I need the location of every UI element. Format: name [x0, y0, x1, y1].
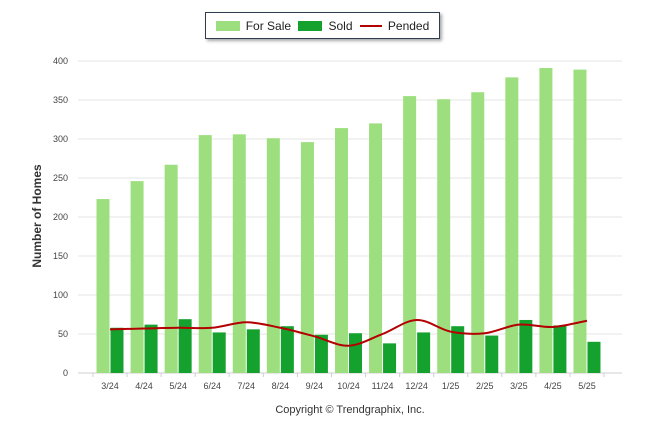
y-tick-label-400: 400: [53, 56, 68, 66]
x-tick-label-8/24: 8/24: [272, 381, 290, 391]
pended-point-3/25[interactable]: [516, 322, 522, 328]
bar-for-sale-1/25[interactable]: [437, 99, 451, 373]
bar-sold-11/24[interactable]: [383, 343, 397, 373]
bar-for-sale-2/25[interactable]: [471, 92, 485, 373]
x-tick-label-4/24: 4/24: [135, 381, 153, 391]
pended-point-3/24[interactable]: [107, 326, 113, 332]
pended-line[interactable]: [109, 318, 588, 347]
bar-sold-5/24[interactable]: [178, 319, 192, 373]
bar-sold-4/25[interactable]: [553, 325, 567, 373]
pended-point-9/24[interactable]: [311, 333, 317, 339]
y-tick-label-300: 300: [53, 134, 68, 144]
y-tick-label-150: 150: [53, 251, 68, 261]
legend-swatch-for-sale: [215, 20, 240, 31]
pended-point-8/24[interactable]: [277, 325, 283, 331]
bar-sold-4/24[interactable]: [144, 324, 158, 373]
y-axis-ticks: 0 50 100 150 200 250 300 350 400: [53, 56, 68, 378]
pended-point-5/25[interactable]: [584, 318, 590, 324]
x-tick-label-9/24: 9/24: [306, 381, 324, 391]
bars: [96, 68, 601, 374]
bar-for-sale-12/24[interactable]: [403, 96, 417, 373]
bar-for-sale-3/25[interactable]: [505, 77, 519, 373]
pended-point-4/25[interactable]: [550, 324, 556, 330]
pended-point-4/24[interactable]: [141, 326, 147, 332]
legend-item-pended[interactable]: Pended: [359, 18, 430, 33]
bar-sold-2/25[interactable]: [485, 335, 499, 373]
bar-sold-5/25[interactable]: [587, 341, 601, 373]
legend: For Sale Sold Pended: [205, 12, 440, 39]
bar-sold-3/24[interactable]: [110, 327, 124, 373]
pended-point-2/25[interactable]: [482, 330, 488, 336]
bar-for-sale-7/24[interactable]: [232, 134, 246, 373]
bar-sold-3/25[interactable]: [519, 319, 533, 373]
pended-line-layer: [107, 317, 590, 349]
legend-swatch-sold: [298, 20, 323, 31]
copyright-footer: Copyright © Trendgraphix, Inc.: [275, 404, 424, 416]
y-axis-label: Number of Homes: [30, 164, 44, 268]
y-tick-label-0: 0: [63, 368, 68, 378]
x-tick-label-2/25: 2/25: [476, 381, 494, 391]
pended-point-11/24[interactable]: [380, 331, 386, 337]
bar-sold-6/24[interactable]: [212, 332, 226, 373]
pended-point-10/24[interactable]: [345, 343, 351, 349]
bar-sold-12/24[interactable]: [417, 332, 431, 373]
y-tick-label-350: 350: [53, 95, 68, 105]
x-tick-label-12/24: 12/24: [405, 381, 428, 391]
legend-label-sold: Sold: [328, 18, 353, 33]
bar-for-sale-4/25[interactable]: [539, 68, 553, 374]
legend-label-pended: Pended: [387, 18, 430, 33]
x-tick-label-4/25: 4/25: [544, 381, 562, 391]
x-tick-label-5/24: 5/24: [169, 381, 187, 391]
pended-point-7/24[interactable]: [243, 319, 249, 325]
y-tick-label-250: 250: [53, 173, 68, 183]
x-tick-label-7/24: 7/24: [238, 381, 256, 391]
x-axis-ticks: 3/24 4/24 5/24 6/24 7/24 8/24 9/24 10/24 11/24 12…: [92, 373, 605, 391]
bar-for-sale-6/24[interactable]: [198, 135, 212, 373]
bar-for-sale-5/25[interactable]: [573, 69, 587, 373]
legend-swatch-pended: [359, 24, 382, 27]
bar-for-sale-8/24[interactable]: [266, 138, 280, 373]
pended-point-12/24[interactable]: [414, 317, 420, 323]
bar-sold-7/24[interactable]: [246, 329, 260, 373]
x-tick-label-10/24: 10/24: [337, 381, 360, 391]
y-tick-label-50: 50: [58, 329, 68, 339]
legend-label-for-sale: For Sale: [245, 18, 292, 33]
x-tick-label-6/24: 6/24: [203, 381, 221, 391]
bar-for-sale-5/24[interactable]: [164, 164, 178, 373]
y-tick-label-100: 100: [53, 290, 68, 300]
bar-for-sale-3/24[interactable]: [96, 199, 110, 373]
bar-sold-10/24[interactable]: [348, 333, 362, 373]
pended-point-6/24[interactable]: [209, 325, 215, 331]
legend-item-for-sale[interactable]: For Sale: [215, 18, 292, 33]
bar-for-sale-4/24[interactable]: [130, 181, 144, 373]
x-tick-label-1/25: 1/25: [442, 381, 460, 391]
x-tick-label-11/24: 11/24: [372, 381, 394, 391]
bar-for-sale-9/24[interactable]: [300, 142, 314, 373]
legend-item-sold[interactable]: Sold: [298, 18, 353, 33]
bar-sold-1/25[interactable]: [451, 326, 465, 373]
bar-for-sale-11/24[interactable]: [369, 123, 383, 374]
pended-point-5/24[interactable]: [175, 325, 181, 331]
bar-sold-8/24[interactable]: [280, 326, 294, 373]
x-tick-label-5/25: 5/25: [578, 381, 596, 391]
x-tick-label-3/25: 3/25: [510, 381, 528, 391]
pended-point-1/25[interactable]: [448, 329, 454, 335]
x-tick-label-3/24: 3/24: [101, 381, 119, 391]
y-tick-label-200: 200: [53, 212, 68, 222]
bar-sold-9/24[interactable]: [314, 334, 328, 373]
bar-for-sale-10/24[interactable]: [334, 128, 348, 373]
